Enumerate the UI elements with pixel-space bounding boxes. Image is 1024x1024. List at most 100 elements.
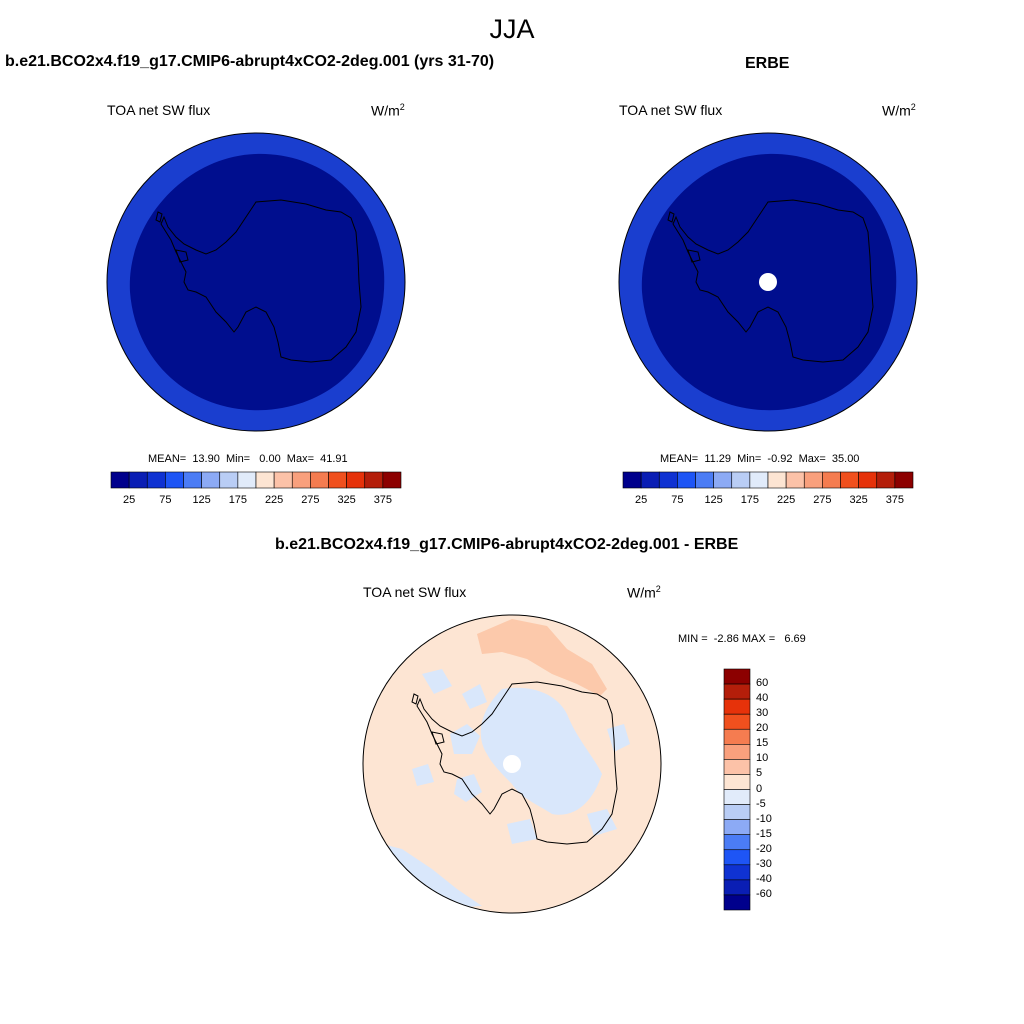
colorbar-tick-label: 0 — [756, 782, 763, 795]
polar-map-model — [106, 132, 406, 432]
colorbar-swatch — [723, 879, 751, 896]
colorbar-swatch — [803, 471, 823, 489]
colorbar-obs — [622, 471, 914, 489]
panel-title-obs: ERBE — [745, 55, 790, 72]
colorbar-tick-label: -20 — [756, 842, 772, 855]
unit-label-obs: W/m2 — [882, 102, 916, 119]
colorbar-swatch — [723, 894, 751, 911]
colorbar-swatch — [677, 471, 696, 489]
island-outline — [687, 249, 701, 263]
colorbar-swatch — [310, 471, 329, 489]
colorbar-swatch — [219, 471, 239, 489]
colorbar-tick-label: 125 — [192, 494, 211, 506]
strong-positive-region — [477, 619, 607, 696]
colorbar-tick-label: 5 — [756, 767, 763, 780]
colorbar-swatch — [237, 471, 257, 489]
colorbar-swatch — [876, 471, 896, 489]
colorbar-swatch — [723, 804, 751, 820]
unit-label-diff: W/m2 — [627, 584, 661, 601]
colorbar-tick-label: 10 — [756, 752, 769, 765]
colorbar-swatch — [364, 471, 384, 489]
colorbar-swatch — [723, 789, 751, 805]
colorbar-swatch — [723, 713, 751, 730]
colorbar-tick-label: 225 — [776, 494, 796, 506]
inner-flux-region — [129, 153, 385, 411]
colorbar-swatch — [273, 471, 293, 489]
colorbar-swatch — [658, 471, 678, 489]
colorbar-tick-label: 375 — [885, 494, 905, 506]
colorbar-swatch — [731, 471, 751, 489]
colorbar-swatch — [255, 471, 275, 489]
colorbar-tick-label: -10 — [756, 812, 772, 825]
colorbar-tick-label: 60 — [756, 677, 769, 690]
negative-diff-region — [422, 669, 452, 694]
colorbar-tick-label: 275 — [301, 494, 320, 506]
colorbar-tick-label: 275 — [813, 494, 832, 506]
colorbar-swatch — [767, 471, 787, 489]
colorbar-labels-obs: 25 75 125 175 225 275 325 375 — [623, 494, 913, 508]
colorbar-swatch — [723, 698, 751, 715]
antarctica-coastline — [160, 199, 362, 363]
colorbar-tick-label: -15 — [756, 827, 772, 840]
minmax-diff: MIN = -2.86 MAX = 6.69 — [678, 633, 806, 645]
colorbar-tick-label: 30 — [756, 707, 769, 720]
island-outline — [175, 249, 189, 263]
colorbar-swatch — [723, 683, 751, 700]
colorbar-swatch — [723, 668, 751, 685]
negative-diff-region — [462, 684, 487, 709]
variable-label-obs: TOA net SW flux — [619, 102, 723, 118]
stats-obs: MEAN= 11.29 Min= -0.92 Max= 35.00 — [660, 453, 860, 465]
map-border — [106, 132, 406, 432]
colorbar-swatch — [201, 471, 221, 489]
colorbar-swatch — [165, 471, 184, 489]
colorbar-tick-label: 175 — [228, 494, 248, 506]
colorbar-swatch — [723, 849, 751, 866]
colorbar-swatch — [183, 471, 202, 489]
colorbar-swatch — [110, 471, 130, 489]
missing-data-pole — [503, 755, 521, 773]
polar-map-difference — [362, 614, 662, 914]
antarctica-coastline — [416, 681, 618, 845]
colorbar-swatch — [128, 471, 148, 489]
main-title: JJA — [489, 14, 535, 44]
island-outline — [667, 211, 675, 223]
colorbar-swatch — [822, 471, 841, 489]
negative-diff-region — [587, 809, 617, 836]
colorbar-swatch — [640, 471, 660, 489]
colorbar-swatch — [723, 744, 751, 760]
colorbar-tick-label: 325 — [849, 494, 868, 506]
colorbar-tick-label: 325 — [337, 494, 356, 506]
colorbar-swatch — [346, 471, 366, 489]
colorbar-labels-difference: 60 40 30 20 15 10 5 0 -5 -10 -15 -20 -30 -40 -60 — [756, 669, 796, 910]
negative-diff-region — [560, 774, 582, 799]
map-border — [618, 132, 918, 432]
colorbar-tick-label: 40 — [756, 692, 769, 705]
colorbar-swatch — [723, 834, 751, 851]
stats-model: MEAN= 13.90 Min= 0.00 Max= 41.91 — [148, 453, 348, 465]
panel-title-model: b.e21.BCO2x4.f19_g17.CMIP6-abrupt4xCO2-2… — [5, 53, 495, 70]
colorbar-swatch — [858, 471, 878, 489]
colorbar-tick-label: -5 — [756, 797, 766, 810]
colorbar-swatch — [328, 471, 347, 489]
colorbar-swatch — [723, 759, 751, 775]
colorbar-tick-label: -30 — [756, 857, 772, 870]
colorbar-tick-label: 25 — [123, 494, 136, 506]
negative-diff-region — [507, 819, 537, 844]
colorbar-tick-label: 225 — [264, 494, 284, 506]
island-outline — [431, 731, 445, 745]
island-outline — [411, 693, 419, 705]
colorbar-swatch — [713, 471, 733, 489]
colorbar-tick-label: 25 — [635, 494, 648, 506]
island-outline — [155, 211, 163, 223]
colorbar-swatch — [723, 774, 751, 790]
variable-label-diff: TOA net SW flux — [363, 584, 467, 600]
colorbar-tick-label: 175 — [740, 494, 760, 506]
colorbar-swatch — [894, 471, 914, 489]
colorbar-labels-model: 25 75 125 175 225 275 325 375 — [111, 494, 401, 508]
colorbar-swatch — [146, 471, 166, 489]
colorbar-tick-label: 125 — [704, 494, 723, 506]
colorbar-swatch — [723, 728, 751, 745]
colorbar-swatch — [785, 471, 805, 489]
map-border — [362, 614, 662, 914]
colorbar-swatch — [291, 471, 311, 489]
